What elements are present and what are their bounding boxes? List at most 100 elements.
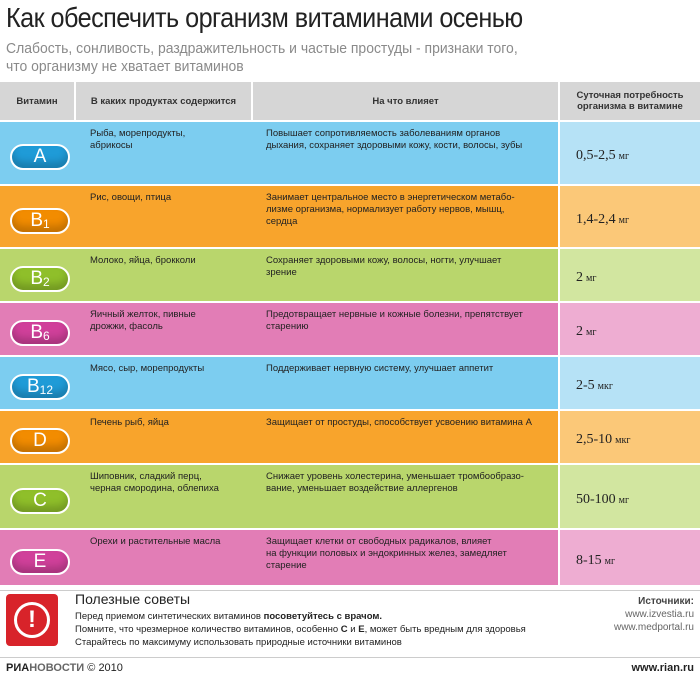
vitamin-badge: D [10, 428, 70, 454]
dose-value: 2 [576, 324, 583, 339]
dose: 2,5-10 мкг [576, 432, 630, 448]
foods: Мясо, сыр, морепродукты [90, 363, 250, 375]
brand: РИАНОВОСТИ © 2010 [6, 662, 123, 674]
tip-text: посоветуйтесь с врачом. [263, 611, 383, 622]
vitamin-badge: C [10, 487, 70, 514]
dose-unit: мкг [615, 435, 631, 446]
foods-line: Рыба, морепродукты, [90, 128, 186, 139]
vitamin-letter: E [33, 550, 47, 572]
foods: Орехи и растительные масла [90, 536, 250, 548]
tip-text: Помните, что чрезмерное количество витам… [75, 624, 341, 635]
tip-text: Е [358, 624, 365, 635]
vitamin-badge: B 12 [10, 374, 70, 400]
row: D Печень рыб, яйца Защищает от простуды, с… [0, 411, 700, 463]
col-header: Суточная потребность организма в витамин… [560, 82, 700, 120]
effect: Защищает от простуды, способствует усвое… [266, 417, 556, 429]
dose: 50-100 мг [576, 492, 629, 508]
vitamin-sub: 2 [43, 275, 50, 289]
divider [0, 590, 700, 591]
foods: Молоко, яйца, брокколи [90, 255, 250, 267]
tip-line: Старайтесь по максимуму использовать при… [75, 637, 402, 648]
vitamin-letter: C [33, 489, 47, 511]
foods-line: Орехи и растительные масла [90, 536, 221, 547]
effect: Защищает клетки от свободных радикалов, … [266, 536, 556, 572]
effect-line: Предотвращает нервные и кожные болезни, … [266, 309, 523, 320]
tip-text: , может быть вредным для здоровья [364, 624, 526, 635]
col-header: На что влияет [253, 82, 558, 120]
foods-line: Шиповник, сладкий перц, [90, 471, 202, 482]
foods: Шиповник, сладкий перц, черная смородина,… [90, 471, 250, 495]
col-header: В каких продуктах содержится [76, 82, 251, 120]
effect-line: Занимает центральное место в энергетичес… [266, 192, 515, 203]
subtitle: Слабость, сонливость, раздражительность … [6, 40, 518, 57]
effect-line: старению [266, 321, 309, 332]
vitamin-letter: B [26, 376, 40, 397]
dose-bg [560, 303, 700, 355]
warning-icon: ! [6, 594, 58, 646]
divider [0, 657, 700, 658]
dose: 0,5-2,5 мг [576, 148, 629, 164]
foods-line: Рис, овощи, птица [90, 192, 172, 203]
vitamin-sub: 12 [39, 383, 54, 397]
dose-unit: мг [618, 494, 630, 506]
effect-line: на функции половых и эндокринных желез, … [266, 548, 507, 559]
effect-line: зрение [266, 267, 297, 278]
foods-line: дрожжи, фасоль [90, 321, 163, 332]
dose-value: 0,5-2,5 [576, 148, 616, 163]
row: B 1 Рис, овощи, птица Занимает центральное … [0, 186, 700, 247]
foods-line: Мясо, сыр, морепродукты [90, 363, 205, 374]
dose-unit: мг [618, 151, 630, 162]
dose-value: 1,4-2,4 [576, 211, 616, 227]
effect-line: вание, уменьшает воздействие аллергенов [266, 483, 458, 494]
vitamin-badge: A [10, 144, 70, 170]
dose-bg [560, 357, 700, 409]
effect-line: сердца [266, 216, 298, 227]
foods: Рыба, морепродукты, абрикосы [90, 128, 250, 152]
vitamin-sub: 1 [43, 216, 50, 231]
dose-unit: мг [586, 273, 597, 284]
col-header: Витамин [0, 82, 74, 120]
row-bg [0, 303, 558, 355]
vitamin-letter: D [33, 430, 47, 451]
dose: 8-15 мг [576, 553, 615, 569]
brand-a: РИА [6, 662, 30, 674]
dose-bg [560, 122, 700, 184]
vitamin-letter: B [30, 322, 43, 343]
vitamin-sub: 6 [43, 329, 50, 343]
dose-unit: мг [618, 214, 630, 226]
tip-text: и [347, 624, 359, 635]
row-bg [0, 186, 558, 247]
vitamin-letter: B [30, 209, 43, 231]
dose-bg [560, 249, 700, 301]
dose-bg [560, 411, 700, 463]
dose-value: 2 [576, 270, 583, 285]
foods-line: Молоко, яйца, брокколи [90, 255, 196, 266]
foods-line: Яичный желток, пивные [90, 309, 196, 320]
dose-bg [560, 186, 700, 247]
effect: Снижает уровень холестерина, уменьшает т… [266, 471, 556, 495]
row-bg [0, 465, 558, 528]
tip-line: Помните, что чрезмерное количество витам… [75, 624, 526, 635]
foods: Яичный желток, пивные дрожжи, фасоль [90, 309, 250, 333]
dose-value: 8-15 [576, 552, 602, 568]
site: www.rian.ru [631, 662, 694, 674]
tip-text: Старайтесь по максимуму использовать при… [75, 637, 402, 648]
source: www.medportal.ru [613, 622, 694, 633]
effect-line: Снижает уровень холестерина, уменьшает т… [266, 471, 524, 482]
dose: 2 мг [576, 324, 596, 340]
dose-bg [560, 465, 700, 528]
effect: Поддерживает нервную систему, улучшает а… [266, 363, 556, 375]
tip-text: Перед приемом синтетических витаминов [75, 611, 264, 622]
dose-value: 2-5 [576, 378, 595, 393]
dose: 1,4-2,4 мг [576, 212, 629, 228]
effect-line: Поддерживает нервную систему, улучшает а… [266, 363, 494, 374]
effect: Предотвращает нервные и кожные болезни, … [266, 309, 556, 333]
row: A Рыба, морепродукты, абрикосы Повышает соп… [0, 122, 700, 184]
row-bg [0, 530, 558, 585]
tip-line: Перед приемом синтетических витаминов по… [75, 611, 382, 622]
row: B 12 Мясо, сыр, морепродукты Поддерживает н… [0, 357, 700, 409]
